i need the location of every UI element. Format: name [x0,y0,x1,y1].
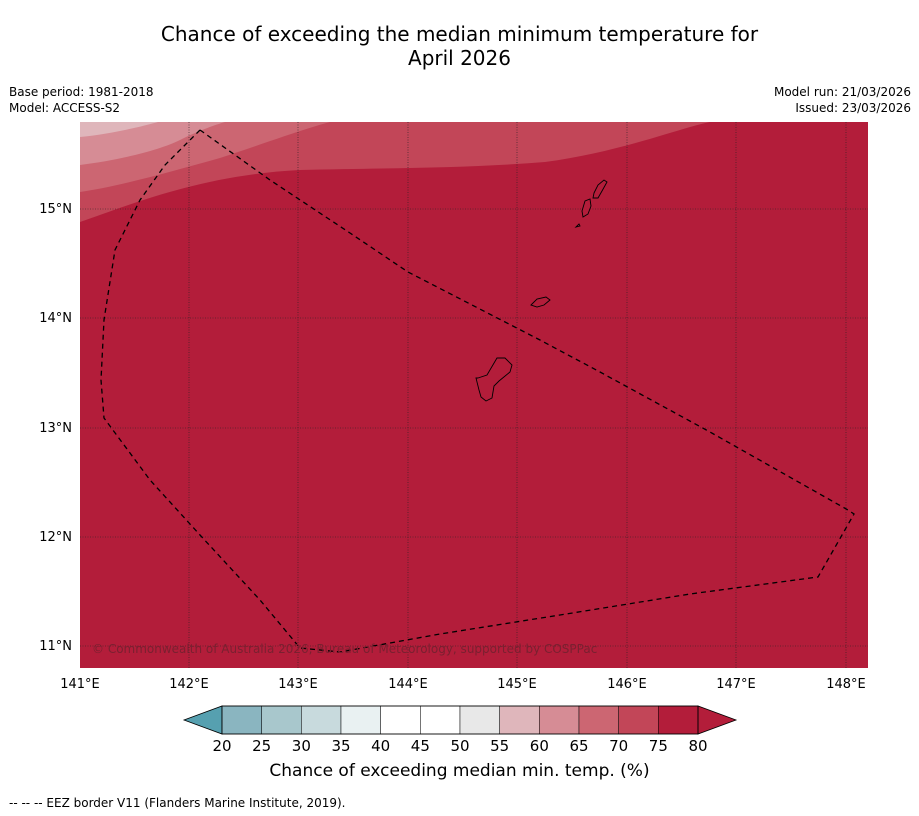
meta-right: Model run: 21/03/2026 Issued: 23/03/2026 [774,84,911,116]
eez-border [100,129,855,653]
probability-field [80,122,868,668]
copyright-text: © Commonwealth of Australia 2026, Bureau… [92,642,597,656]
model-name: Model: ACCESS-S2 [9,101,121,115]
lat-tick-label: 11°N [39,639,72,654]
colorbar-tick-label: 80 [688,737,707,755]
lat-tick-labels: 15°N 14°N 13°N 12°N 11°N [39,202,72,654]
rota-island [530,296,551,308]
colorbar-segment [380,705,421,735]
lon-tick-label: 141°E [60,677,100,692]
colorbar-segments [221,705,699,735]
lon-tick-label: 145°E [497,677,537,692]
colorbar-segment [618,705,659,735]
field-80-plus [80,122,868,668]
colorbar-over-arrow [697,705,738,735]
colorbar-tick-label: 35 [331,737,350,755]
guam-island [475,357,513,402]
tinian-island [581,198,592,218]
lat-tick-label: 14°N [39,311,72,326]
chart-title: Chance of exceeding the median minimum t… [0,22,919,70]
lon-tick-label: 148°E [826,677,866,692]
colorbar-tick-label: 50 [450,737,469,755]
colorbar-segment [459,705,500,735]
eez-footnote: -- -- -- EEZ border V11 (Flanders Marine… [9,796,346,810]
colorbar-segment [578,705,619,735]
lat-tick-label: 15°N [39,202,72,217]
colorbar-tick-label: 25 [252,737,271,755]
colorbar-segment [221,705,262,735]
colorbar-tick-label: 30 [292,737,311,755]
colorbar-segment [658,705,699,735]
colorbar-tick-label: 45 [411,737,430,755]
gridlines [80,122,868,668]
colorbar-segment [420,705,461,735]
aguijan-island [574,223,581,228]
field-60-65 [80,122,158,137]
lat-tick-label: 13°N [39,421,72,436]
colorbar-label: Chance of exceeding median min. temp. (%… [269,761,650,781]
colorbar: 20 25 30 35 40 45 50 55 60 65 70 75 80 [182,705,738,755]
colorbar-segment [301,705,342,735]
colorbar-segment [340,705,381,735]
title-line-1: Chance of exceeding the median minimum t… [160,22,759,46]
colorbar-segment [499,705,540,735]
colorbar-under-arrow [182,705,223,735]
issued-date: Issued: 23/03/2026 [795,101,911,115]
colorbar-tick-label: 55 [490,737,509,755]
title-line-2: April 2026 [408,46,511,70]
colorbar-tick-label: 40 [371,737,390,755]
lon-tick-labels: 141°E 142°E 143°E 144°E 145°E 146°E 147°… [60,677,866,692]
colorbar-segment [539,705,580,735]
lon-tick-label: 144°E [388,677,428,692]
colorbar-tick-label: 70 [609,737,628,755]
colorbar-tick-label: 20 [212,737,231,755]
colorbar-tick-label: 65 [569,737,588,755]
saipan-island [592,179,608,199]
colorbar-outline [221,705,699,735]
lon-tick-label: 146°E [607,677,647,692]
base-period: Base period: 1981-2018 [9,85,154,99]
islands [475,179,608,402]
colorbar-tick-label: 60 [530,737,549,755]
colorbar-tick-label: 75 [649,737,668,755]
lon-tick-label: 147°E [716,677,756,692]
colorbar-segment [261,705,302,735]
lat-tick-label: 12°N [39,530,72,545]
model-run: Model run: 21/03/2026 [773,85,911,99]
lon-tick-label: 143°E [278,677,318,692]
meta-left: Base period: 1981-2018 Model: ACCESS-S2 [9,84,154,116]
lon-tick-label: 142°E [169,677,209,692]
colorbar-tick-labels: 20 25 30 35 40 45 50 55 60 65 70 75 80 [212,737,707,755]
